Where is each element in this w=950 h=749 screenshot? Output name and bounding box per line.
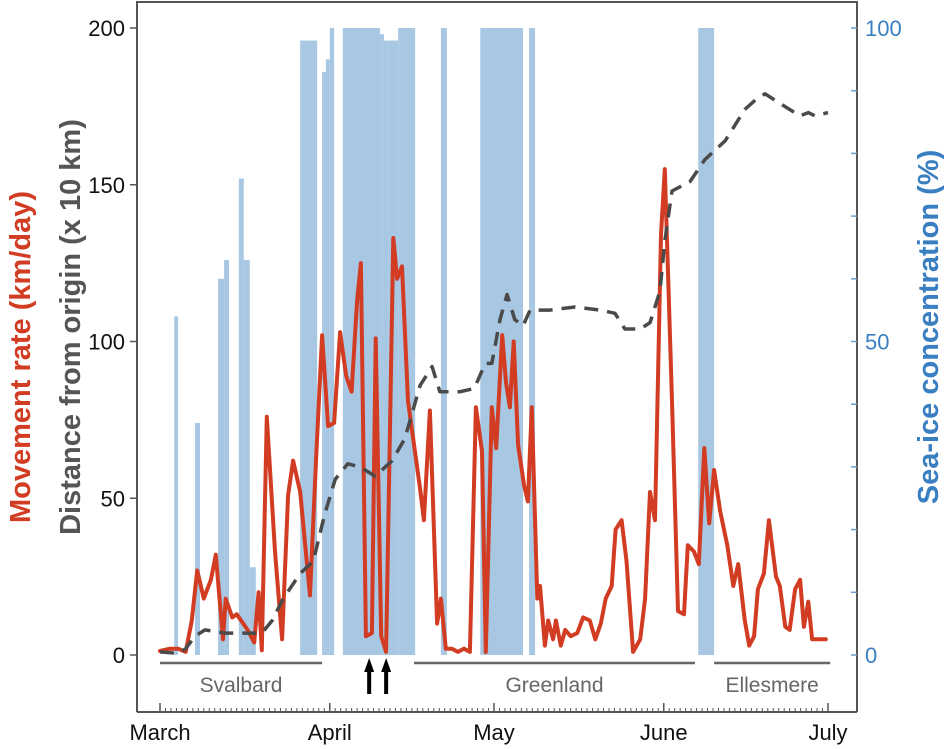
x-tick-label: March <box>129 720 190 745</box>
sea-ice-bar <box>529 28 536 655</box>
sea-ice-bar <box>249 567 256 655</box>
axes: March April May June July 0 50 100 150 200 0 50 100 <box>88 16 901 745</box>
y-left-tick-label: 100 <box>88 330 125 355</box>
distance-line <box>159 92 829 656</box>
sea-ice-bar <box>440 28 447 655</box>
arrow-up-icon <box>381 658 392 672</box>
movement-rate-line <box>158 167 828 654</box>
y-left-tick-label: 150 <box>88 173 125 198</box>
sea-ice-bar <box>174 316 179 655</box>
sea-ice-bar <box>243 259 250 655</box>
arrow-up-icon <box>364 658 375 672</box>
series-lines <box>158 92 829 656</box>
region-label: Svalbard <box>200 674 283 697</box>
sea-ice-bar <box>380 34 384 655</box>
sea-ice-bar <box>224 259 229 655</box>
sea-ice-bar <box>238 178 244 656</box>
sea-ice-bar <box>383 40 389 656</box>
y-right-tick-label: 50 <box>865 330 889 355</box>
y-left-tick-label: 0 <box>113 643 125 668</box>
region-labels: Svalbard Greenland Ellesmere <box>160 661 831 697</box>
event-arrows <box>364 658 392 694</box>
x-tick-label: July <box>808 720 847 745</box>
sea-ice-bar <box>329 28 335 655</box>
region-label: Ellesmere <box>725 674 818 697</box>
sea-ice-bar <box>325 59 330 656</box>
x-tick-label: April <box>308 720 352 745</box>
y-label-distance: Distance from origin (x 10 km) <box>55 119 87 535</box>
y-left-tick-label: 200 <box>88 16 125 41</box>
plot-border <box>136 1 858 712</box>
y-left-tick-label: 50 <box>101 486 125 511</box>
y-label-movement-rate: Movement rate (km/day) <box>5 191 37 523</box>
sea-ice-bar <box>218 278 225 655</box>
sea-ice-bar <box>195 423 200 655</box>
sea-ice-bars <box>174 28 715 656</box>
y-right-tick-label: 100 <box>865 16 902 41</box>
x-tick-label: June <box>640 720 688 745</box>
plot-frame <box>136 1 858 713</box>
sea-ice-bar <box>388 40 399 656</box>
y-label-sea-ice: Sea-ice concentration (%) <box>913 150 945 505</box>
y-right-tick-label: 0 <box>865 643 877 668</box>
x-tick-label: May <box>473 720 515 745</box>
region-label: Greenland <box>505 674 603 697</box>
